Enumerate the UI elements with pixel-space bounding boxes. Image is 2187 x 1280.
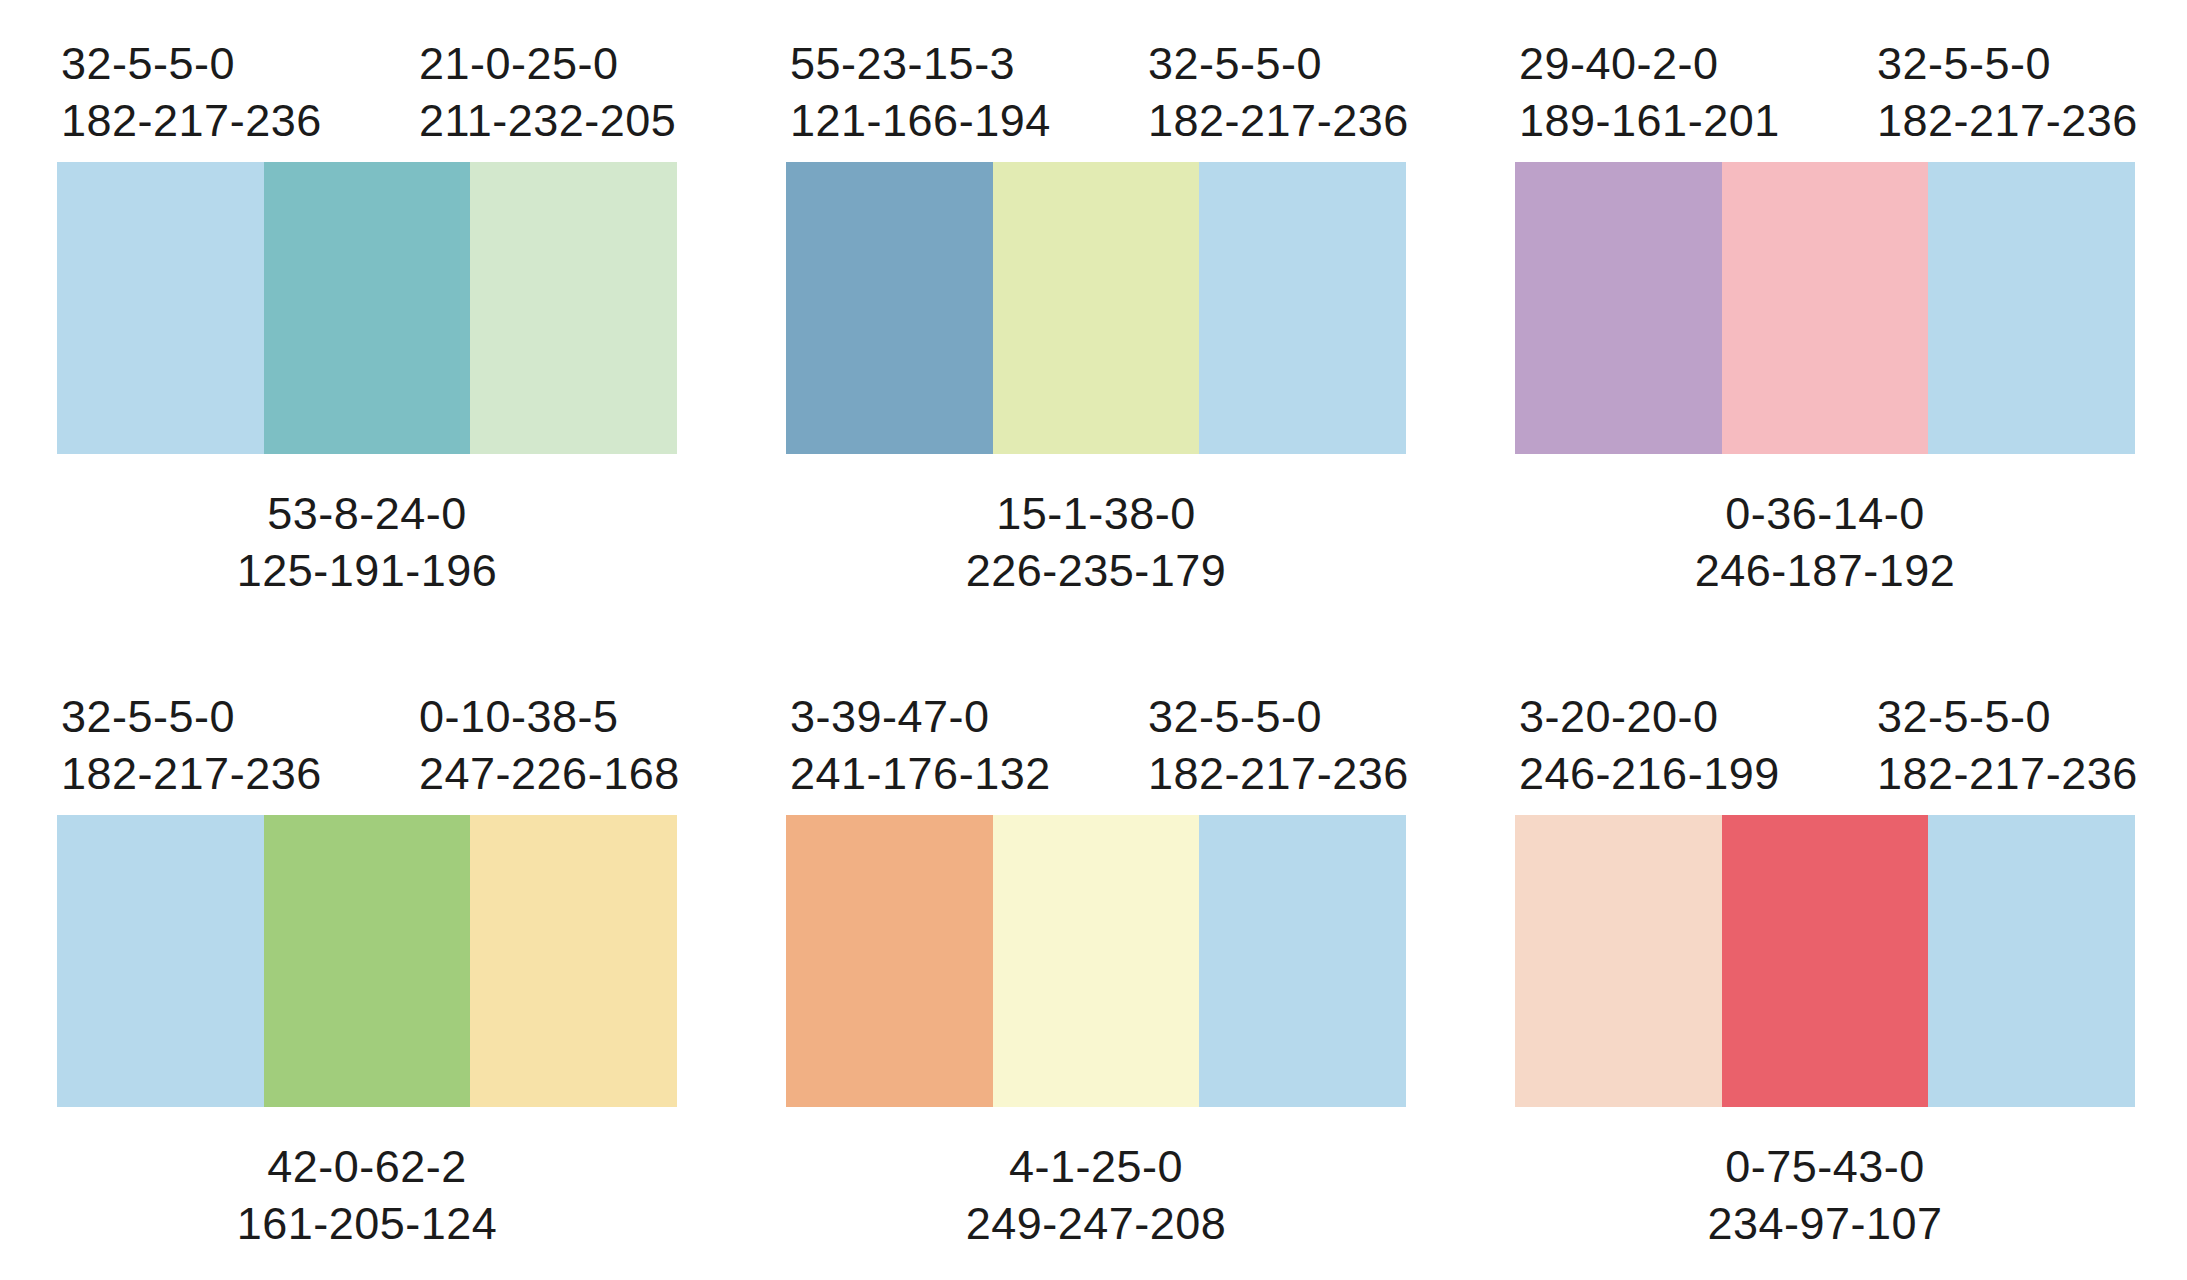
cmyk-value: 32-5-5-0 [1148, 35, 1409, 92]
palette-card-4: 32-5-5-0 182-217-236 0-10-38-5 247-226-1… [57, 688, 677, 1252]
rgb-value: 182-217-236 [1877, 92, 2138, 149]
rgb-value: 182-217-236 [1877, 745, 2138, 802]
color-swatch-right [1928, 815, 2135, 1107]
color-swatch-left [57, 162, 264, 454]
rgb-value: 125-191-196 [57, 542, 677, 599]
swatch-label-left: 32-5-5-0 182-217-236 [61, 35, 322, 149]
palette-card-2: 55-23-15-3 121-166-194 32-5-5-0 182-217-… [786, 35, 1406, 599]
swatch-label-right: 0-10-38-5 247-226-168 [419, 688, 680, 802]
swatch-label-bottom: 0-36-14-0 246-187-192 [1515, 485, 2135, 599]
color-strip [57, 815, 677, 1107]
rgb-value: 211-232-205 [419, 92, 676, 149]
rgb-value: 161-205-124 [57, 1195, 677, 1252]
color-swatch-left [1515, 815, 1722, 1107]
cmyk-value: 3-20-20-0 [1519, 688, 1780, 745]
color-swatch-middle [264, 815, 471, 1107]
rgb-value: 246-187-192 [1515, 542, 2135, 599]
cmyk-value: 42-0-62-2 [57, 1138, 677, 1195]
swatch-label-left: 55-23-15-3 121-166-194 [790, 35, 1051, 149]
color-swatch-middle [993, 815, 1200, 1107]
rgb-value: 247-226-168 [419, 745, 680, 802]
cmyk-value: 0-36-14-0 [1515, 485, 2135, 542]
palette-top-labels: 32-5-5-0 182-217-236 0-10-38-5 247-226-1… [57, 688, 677, 815]
swatch-label-bottom: 4-1-25-0 249-247-208 [786, 1138, 1406, 1252]
color-swatch-left [1515, 162, 1722, 454]
rgb-value: 182-217-236 [61, 745, 322, 802]
cmyk-value: 32-5-5-0 [1877, 35, 2138, 92]
swatch-label-left: 3-39-47-0 241-176-132 [790, 688, 1051, 802]
color-swatch-left [786, 815, 993, 1107]
swatch-label-right: 32-5-5-0 182-217-236 [1877, 35, 2138, 149]
color-strip [57, 162, 677, 454]
swatch-label-bottom: 15-1-38-0 226-235-179 [786, 485, 1406, 599]
palette-card-5: 3-39-47-0 241-176-132 32-5-5-0 182-217-2… [786, 688, 1406, 1252]
rgb-value: 182-217-236 [61, 92, 322, 149]
color-swatch-middle [993, 162, 1200, 454]
rgb-value: 246-216-199 [1519, 745, 1780, 802]
palette-top-labels: 55-23-15-3 121-166-194 32-5-5-0 182-217-… [786, 35, 1406, 162]
cmyk-value: 32-5-5-0 [1877, 688, 2138, 745]
color-swatch-right [1928, 162, 2135, 454]
rgb-value: 182-217-236 [1148, 745, 1409, 802]
swatch-label-left: 3-20-20-0 246-216-199 [1519, 688, 1780, 802]
cmyk-value: 0-75-43-0 [1515, 1138, 2135, 1195]
cmyk-value: 4-1-25-0 [786, 1138, 1406, 1195]
cmyk-value: 55-23-15-3 [790, 35, 1051, 92]
color-swatch-left [57, 815, 264, 1107]
palette-top-labels: 29-40-2-0 189-161-201 32-5-5-0 182-217-2… [1515, 35, 2135, 162]
swatch-label-left: 29-40-2-0 189-161-201 [1519, 35, 1780, 149]
rgb-value: 234-97-107 [1515, 1195, 2135, 1252]
swatch-label-right: 21-0-25-0 211-232-205 [419, 35, 676, 149]
palette-top-labels: 32-5-5-0 182-217-236 21-0-25-0 211-232-2… [57, 35, 677, 162]
color-strip [1515, 815, 2135, 1107]
rgb-value: 189-161-201 [1519, 92, 1780, 149]
swatch-label-bottom: 42-0-62-2 161-205-124 [57, 1138, 677, 1252]
palette-top-labels: 3-39-47-0 241-176-132 32-5-5-0 182-217-2… [786, 688, 1406, 815]
cmyk-value: 15-1-38-0 [786, 485, 1406, 542]
swatch-label-bottom: 0-75-43-0 234-97-107 [1515, 1138, 2135, 1252]
palette-top-labels: 3-20-20-0 246-216-199 32-5-5-0 182-217-2… [1515, 688, 2135, 815]
cmyk-value: 3-39-47-0 [790, 688, 1051, 745]
color-swatch-left [786, 162, 993, 454]
palette-card-3: 29-40-2-0 189-161-201 32-5-5-0 182-217-2… [1515, 35, 2135, 599]
swatch-label-bottom: 53-8-24-0 125-191-196 [57, 485, 677, 599]
swatch-label-right: 32-5-5-0 182-217-236 [1877, 688, 2138, 802]
cmyk-value: 32-5-5-0 [61, 688, 322, 745]
cmyk-value: 29-40-2-0 [1519, 35, 1780, 92]
color-swatch-middle [1722, 162, 1929, 454]
cmyk-value: 32-5-5-0 [61, 35, 322, 92]
cmyk-value: 32-5-5-0 [1148, 688, 1409, 745]
swatch-label-left: 32-5-5-0 182-217-236 [61, 688, 322, 802]
cmyk-value: 0-10-38-5 [419, 688, 680, 745]
color-swatch-right [1199, 815, 1406, 1107]
rgb-value: 249-247-208 [786, 1195, 1406, 1252]
color-swatch-right [470, 815, 677, 1107]
rgb-value: 182-217-236 [1148, 92, 1409, 149]
palette-card-6: 3-20-20-0 246-216-199 32-5-5-0 182-217-2… [1515, 688, 2135, 1252]
color-strip [786, 162, 1406, 454]
cmyk-value: 53-8-24-0 [57, 485, 677, 542]
color-swatch-right [1199, 162, 1406, 454]
color-swatch-middle [264, 162, 471, 454]
color-swatch-right [470, 162, 677, 454]
cmyk-value: 21-0-25-0 [419, 35, 676, 92]
swatch-label-right: 32-5-5-0 182-217-236 [1148, 35, 1409, 149]
rgb-value: 121-166-194 [790, 92, 1051, 149]
palette-grid: 32-5-5-0 182-217-236 21-0-25-0 211-232-2… [0, 0, 2187, 1252]
color-swatch-middle [1722, 815, 1929, 1107]
palette-card-1: 32-5-5-0 182-217-236 21-0-25-0 211-232-2… [57, 35, 677, 599]
rgb-value: 226-235-179 [786, 542, 1406, 599]
color-strip [1515, 162, 2135, 454]
rgb-value: 241-176-132 [790, 745, 1051, 802]
swatch-label-right: 32-5-5-0 182-217-236 [1148, 688, 1409, 802]
color-strip [786, 815, 1406, 1107]
